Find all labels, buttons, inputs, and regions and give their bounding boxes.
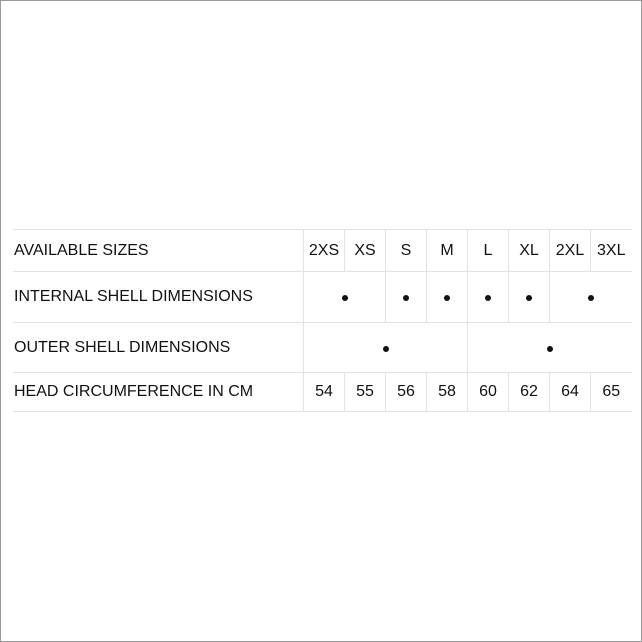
row-label: OUTER SHELL DIMENSIONS [13, 322, 304, 373]
bullet-icon [485, 295, 491, 301]
bullet-icon [341, 295, 348, 301]
shell-group-cell [426, 271, 468, 323]
size-chart-table: AVAILABLE SIZES 2XS XS S M L XL 2XL 3XL … [13, 229, 632, 412]
bullet-icon [403, 295, 409, 301]
row-label: HEAD CIRCUMFERENCE IN CM [13, 372, 304, 412]
shell-group-cell [303, 271, 386, 323]
bullet-icon [546, 345, 553, 352]
shell-group-cell [385, 271, 427, 323]
shell-group-cell [303, 322, 468, 373]
shell-group-cell [467, 271, 509, 323]
head-circumference-row: HEAD CIRCUMFERENCE IN CM 54 55 56 58 60 … [13, 372, 632, 412]
row-label: INTERNAL SHELL DIMENSIONS [13, 271, 304, 323]
bullet-icon [587, 295, 594, 301]
size-cell: XL [508, 229, 550, 272]
cm-cell: 55 [344, 372, 386, 412]
size-cell: 2XL [549, 229, 591, 272]
cm-cell: 65 [590, 372, 632, 412]
bullet-icon [526, 295, 532, 301]
shell-group-cell [508, 271, 550, 323]
available-sizes-row: AVAILABLE SIZES 2XS XS S M L XL 2XL 3XL [13, 229, 632, 272]
row-label: AVAILABLE SIZES [13, 229, 304, 272]
shell-group-cell [549, 271, 632, 323]
outer-shell-row: OUTER SHELL DIMENSIONS [13, 322, 632, 373]
bullet-icon [444, 295, 450, 301]
size-cell: 2XS [303, 229, 345, 272]
cm-cell: 64 [549, 372, 591, 412]
size-cell: XS [344, 229, 386, 272]
size-cell: L [467, 229, 509, 272]
internal-shell-row: INTERNAL SHELL DIMENSIONS [13, 271, 632, 323]
cm-cell: 56 [385, 372, 427, 412]
bullet-icon [382, 345, 389, 352]
shell-group-cell [467, 322, 632, 373]
size-cell: 3XL [590, 229, 632, 272]
cm-cell: 60 [467, 372, 509, 412]
size-cell: M [426, 229, 468, 272]
cm-cell: 54 [303, 372, 345, 412]
cm-cell: 58 [426, 372, 468, 412]
cm-cell: 62 [508, 372, 550, 412]
size-cell: S [385, 229, 427, 272]
